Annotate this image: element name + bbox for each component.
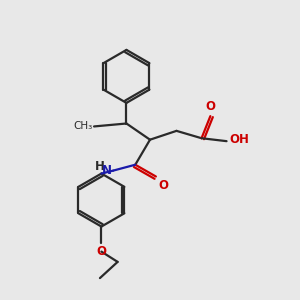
Text: OH: OH <box>229 133 249 146</box>
Text: O: O <box>158 179 168 192</box>
Text: H: H <box>95 160 105 173</box>
Text: O: O <box>206 100 215 112</box>
Text: CH₃: CH₃ <box>73 122 93 131</box>
Text: O: O <box>96 245 106 258</box>
Text: N: N <box>102 164 112 177</box>
